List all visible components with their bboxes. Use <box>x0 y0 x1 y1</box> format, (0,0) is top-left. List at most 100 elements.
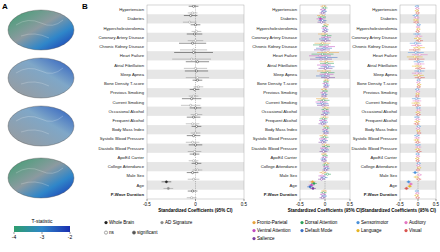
category-label: Chronic Kidney Disease <box>99 44 144 49</box>
legend-label: Default Mode <box>305 228 333 233</box>
point-estimate <box>320 178 322 180</box>
point-estimate <box>192 135 194 137</box>
point-estimate <box>323 176 325 178</box>
point-estimate <box>414 49 416 51</box>
row-band <box>300 107 350 116</box>
point-estimate <box>324 169 326 171</box>
error-bar <box>307 186 313 187</box>
brain-render <box>8 58 74 98</box>
error-bar <box>191 24 201 25</box>
point-estimate <box>191 197 193 199</box>
error-bar <box>417 86 421 87</box>
point-estimate <box>313 182 315 184</box>
error-bar <box>321 196 327 197</box>
point-estimate <box>417 141 419 143</box>
error-bar <box>188 12 198 13</box>
brain-sulcus <box>16 20 63 38</box>
error-bar <box>190 154 200 155</box>
point-estimate <box>191 98 193 100</box>
point-estimate <box>192 5 194 7</box>
category-label: Sleep Apnea <box>373 72 397 77</box>
error-bar <box>320 61 334 62</box>
point-estimate <box>321 49 323 51</box>
point-estimate <box>189 21 191 23</box>
x-tick <box>400 199 401 201</box>
point-estimate <box>418 109 420 111</box>
error-bar <box>322 144 330 145</box>
point-estimate <box>410 183 412 185</box>
error-bar <box>318 179 325 180</box>
error-bar <box>190 107 202 108</box>
error-bar <box>414 117 420 118</box>
point-estimate <box>192 51 194 53</box>
error-bar <box>320 12 326 13</box>
error-bar <box>415 193 419 194</box>
panel-label: A <box>2 2 8 11</box>
legend-label: Visual <box>409 228 421 233</box>
point-estimate <box>323 160 325 162</box>
error-bar <box>417 80 421 81</box>
error-bar <box>412 66 422 67</box>
x-tick-label: 0 <box>324 202 327 207</box>
error-bar <box>406 181 410 182</box>
point-estimate <box>196 169 198 171</box>
point-estimate <box>194 144 196 146</box>
x-tick <box>325 199 326 201</box>
point-estimate <box>195 70 197 72</box>
point-estimate <box>326 66 328 68</box>
error-bar <box>414 75 424 76</box>
point-estimate <box>417 160 419 162</box>
x-axis-label: Standardized Coefficients (95% CI) <box>288 208 363 213</box>
error-bar <box>321 6 327 7</box>
category-label: Body Mass Index <box>365 127 398 132</box>
point-estimate <box>416 137 418 139</box>
legend-marker <box>404 221 407 224</box>
x-axis-label: Standardized Coefficients (95% CI) <box>158 208 233 213</box>
category-label: Hypercholesterolemia <box>257 26 298 31</box>
point-estimate <box>415 44 417 46</box>
error-bar <box>188 40 204 41</box>
point-estimate <box>323 64 325 66</box>
error-bar <box>408 186 412 187</box>
point-estimate <box>416 33 418 35</box>
category-label: Age <box>290 183 298 188</box>
category-label: Diabetes <box>380 16 397 21</box>
error-bar <box>313 44 329 45</box>
point-estimate <box>191 12 193 14</box>
error-bar <box>322 31 328 32</box>
point-estimate <box>417 146 419 148</box>
error-bar <box>321 160 327 161</box>
point-estimate <box>417 111 419 113</box>
point-estimate <box>323 47 325 49</box>
point-estimate <box>319 55 321 57</box>
point-estimate <box>165 181 167 183</box>
point-estimate <box>418 35 420 37</box>
category-label: Systolic Blood Pressure <box>253 136 298 141</box>
category-label: P-Wave Duration <box>364 192 398 197</box>
point-estimate <box>321 197 323 199</box>
point-estimate <box>415 139 417 141</box>
error-bar <box>416 169 420 170</box>
point-estimate <box>196 79 198 81</box>
error-bar <box>319 46 335 47</box>
category-label: Sleep Apnea <box>120 72 144 77</box>
category-label: Diabetes <box>127 16 144 21</box>
point-estimate <box>195 125 197 127</box>
legend-label: significant <box>137 230 158 235</box>
point-estimate <box>325 145 327 147</box>
category-label: ApoE4 Carrier <box>117 155 144 160</box>
point-estimate <box>193 88 195 90</box>
point-estimate <box>320 58 322 60</box>
error-bar <box>414 135 420 136</box>
error-bar <box>315 43 331 44</box>
error-bar <box>310 59 332 60</box>
point-estimate <box>322 33 324 35</box>
point-estimate <box>417 118 419 120</box>
category-label: Previous Smoking <box>363 90 397 95</box>
legend: SensorimotorAuditoryLanguageVisual <box>356 220 426 233</box>
error-bar <box>319 38 329 39</box>
point-estimate <box>416 116 418 118</box>
error-bar <box>416 82 420 83</box>
brain-sulcus <box>16 68 63 86</box>
error-bar <box>416 40 423 41</box>
